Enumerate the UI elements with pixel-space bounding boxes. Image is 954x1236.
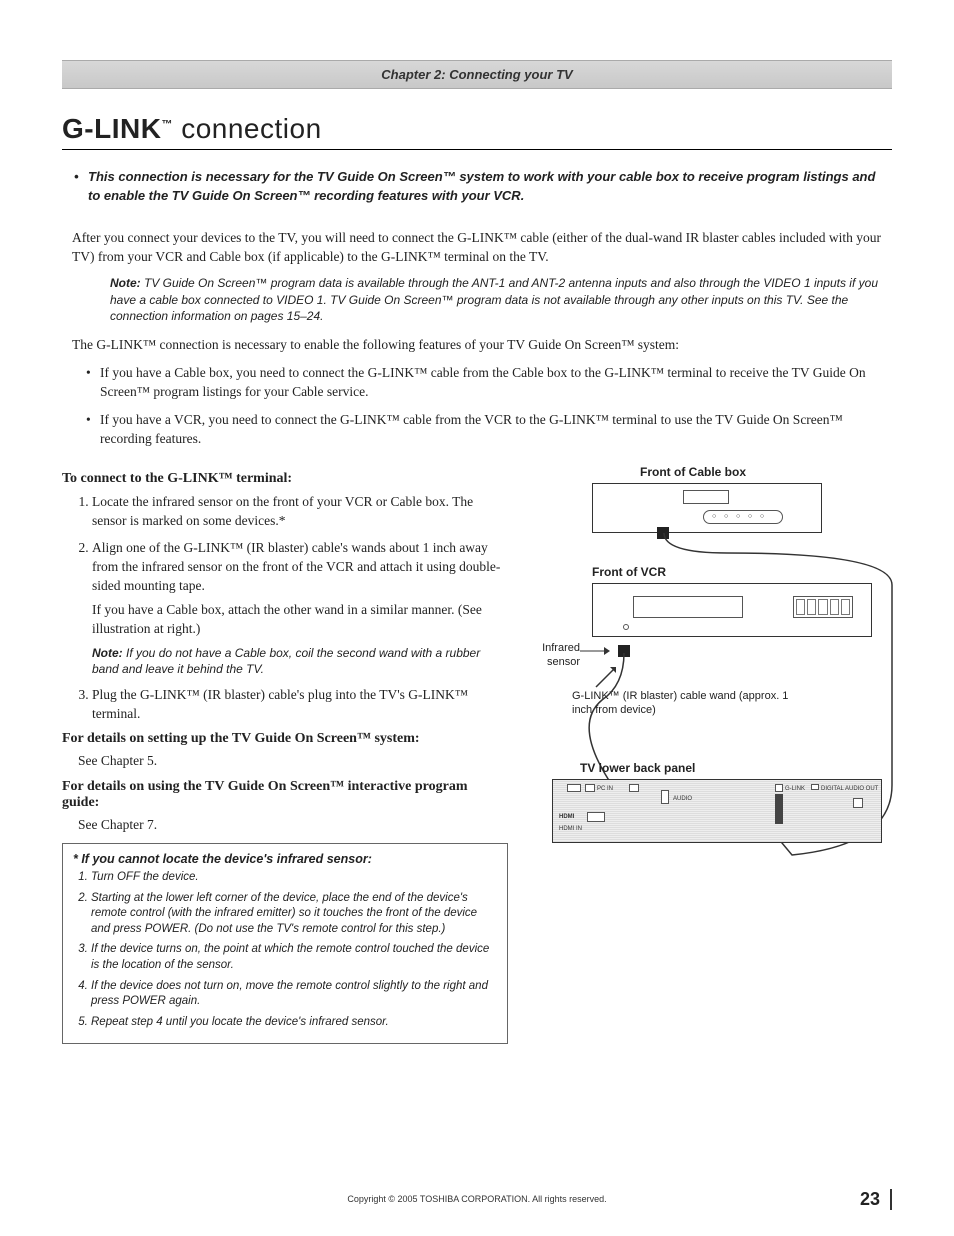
step-3: Plug the G-LINK™ (IR blaster) cable's pl… — [92, 686, 508, 724]
connect-steps: Locate the infrared sensor on the front … — [92, 493, 508, 723]
label-infrared-sensor: Infrared sensor — [524, 641, 580, 670]
step-2-extra: If you have a Cable box, attach the othe… — [92, 601, 508, 639]
port-glink: G-LINK — [785, 786, 805, 792]
label-cable-box: Front of Cable box — [640, 465, 746, 479]
locate-step-3: If the device turns on, the point at whi… — [91, 942, 497, 973]
guide-ref: See Chapter 7. — [78, 817, 508, 833]
bullet-vcr: If you have a VCR, you need to connect t… — [86, 410, 882, 449]
setup-ref: See Chapter 5. — [78, 753, 508, 769]
chapter-banner: Chapter 2: Connecting your TV — [62, 60, 892, 89]
locate-title: * If you cannot locate the device's infr… — [73, 852, 497, 866]
intro-necessity: This connection is necessary for the TV … — [88, 168, 882, 206]
title-tm: ™ — [161, 119, 173, 131]
cable-path — [592, 525, 912, 925]
locate-sensor-box: * If you cannot locate the device's infr… — [62, 843, 508, 1044]
step-2: Align one of the G-LINK™ (IR blaster) ca… — [92, 539, 508, 678]
tv-back-panel: PC IN AUDIO HDMI HDMI IN G-LINK DIGITAL … — [552, 779, 882, 843]
subhead-guide: For details on using the TV Guide On Scr… — [62, 779, 508, 811]
port-digital-audio: DIGITAL AUDIO OUT — [821, 786, 878, 792]
connection-diagram: Front of Cable box ○ ○ ○ ○ ○ Front of VC… — [532, 465, 892, 925]
copyright-footer: Copyright © 2005 TOSHIBA CORPORATION. Al… — [0, 1194, 954, 1204]
para-after-connect: After you connect your devices to the TV… — [72, 228, 882, 267]
step-2-note-label: Note: — [92, 646, 123, 660]
step-2-note: Note: If you do not have a Cable box, co… — [92, 645, 508, 677]
note-program-data: Note: TV Guide On Screen™ program data i… — [110, 275, 882, 325]
title-main: G-LINK — [62, 113, 161, 144]
locate-step-5: Repeat step 4 until you locate the devic… — [91, 1015, 497, 1031]
page-title: G-LINK™ connection — [62, 107, 892, 150]
port-pc-in: PC IN — [597, 786, 613, 792]
port-audio: AUDIO — [673, 796, 692, 802]
port-hdmi-in: HDMI IN — [559, 826, 582, 832]
step-2-note-text: If you do not have a Cable box, coil the… — [92, 646, 480, 676]
step-2-text: Align one of the G-LINK™ (IR blaster) ca… — [92, 540, 500, 593]
title-rest: connection — [173, 113, 322, 144]
locate-step-4: If the device does not turn on, move the… — [91, 979, 497, 1010]
feature-bullets: If you have a Cable box, you need to con… — [86, 363, 882, 449]
locate-steps: Turn OFF the device. Starting at the low… — [91, 870, 497, 1030]
label-back-panel: TV lower back panel — [580, 761, 695, 775]
port-hdmi: HDMI — [559, 814, 574, 820]
subhead-connect-terminal: To connect to the G-LINK™ terminal: — [62, 471, 508, 487]
step-1: Locate the infrared sensor on the front … — [92, 493, 508, 531]
subhead-setup: For details on setting up the TV Guide O… — [62, 731, 508, 747]
para-features-intro: The G-LINK™ connection is necessary to e… — [72, 335, 882, 355]
locate-step-1: Turn OFF the device. — [91, 870, 497, 886]
note-text: TV Guide On Screen™ program data is avai… — [110, 276, 878, 324]
note-label: Note: — [110, 276, 141, 290]
locate-step-2: Starting at the lower left corner of the… — [91, 891, 497, 938]
bullet-cable-box: If you have a Cable box, you need to con… — [86, 363, 882, 402]
page-number: 23 — [860, 1189, 892, 1210]
